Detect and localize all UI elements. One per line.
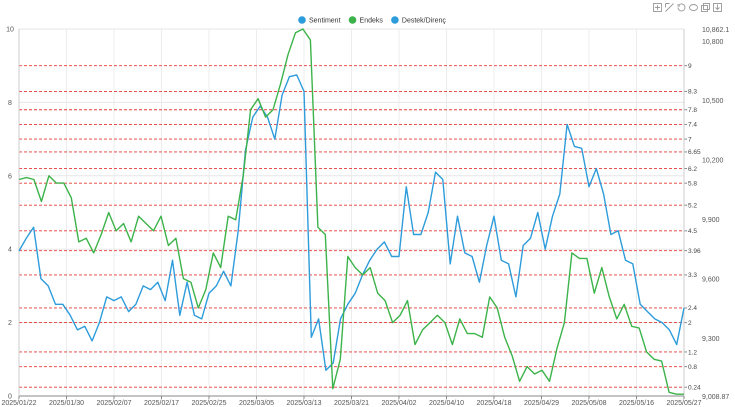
- level-label: 7.8: [688, 107, 697, 114]
- zoom-icon[interactable]: [653, 3, 662, 12]
- legend-label: Destek/Direnç: [402, 18, 446, 25]
- series-line-endeks: [18, 28, 684, 395]
- x-tick-label: 2025/01/22: [1, 400, 36, 407]
- y-right-tick-label: 10,500: [702, 98, 724, 105]
- legend-item-endeks[interactable]: Endeks: [348, 16, 384, 25]
- zoom-reset-icon[interactable]: [665, 3, 674, 12]
- x-tick-label: 2025/04/10: [429, 400, 464, 407]
- lasso-icon[interactable]: [689, 4, 698, 11]
- level-label: 7.4: [688, 122, 697, 129]
- x-tick-label: 2025/02/25: [191, 400, 226, 407]
- level-label: 3.96: [688, 248, 701, 255]
- legend-marker: [391, 16, 399, 24]
- y-left-tick-label: 4: [8, 247, 12, 254]
- y-right-tick-label: 9,300: [702, 336, 720, 343]
- save-icon[interactable]: [713, 3, 722, 12]
- x-tick-label: 2025/05/08: [571, 400, 606, 407]
- y-right-tick-label: 10,862.1: [702, 27, 729, 34]
- legend-label: Sentiment: [309, 18, 341, 25]
- series-lines: [18, 28, 685, 395]
- legend-marker: [348, 16, 357, 24]
- icon-shape: [701, 5, 708, 12]
- level-label: 7: [688, 136, 692, 143]
- level-label: 5.2: [688, 202, 697, 209]
- support-resistance-lines: 0.24 0.8 1.2 2 2.4 3.3 3.96 4.5 5.2 5.8 6.2 6.65 7 7.…: [19, 63, 701, 391]
- y-right-tick-label: 10,200: [702, 158, 724, 165]
- copy-icon[interactable]: [701, 3, 710, 12]
- x-tick-label: 2025/05/16: [619, 400, 654, 407]
- level-label: 8.3: [688, 89, 697, 96]
- level-label: 1.2: [688, 349, 697, 356]
- legend-label: Endeks: [360, 18, 384, 25]
- icon-shape: [715, 4, 720, 11]
- x-tick-label: 2025/04/29: [524, 400, 559, 407]
- icon-shape: [665, 3, 674, 12]
- icon-shape: [677, 3, 686, 12]
- level-label: 3.3: [688, 272, 697, 279]
- x-tick-label: 2025/05/27: [666, 400, 701, 407]
- axes: 2025/01/22 2025/01/30 2025/02/07 2025/02/17…: [1, 27, 729, 407]
- level-label: 0.8: [688, 364, 697, 371]
- icon-shape: [655, 5, 660, 10]
- level-label: 6.65: [688, 149, 701, 156]
- legend: Sentiment Endeks Destek/Direnç: [298, 16, 446, 25]
- y-right-tick-label: 9,600: [702, 276, 720, 283]
- restore-icon[interactable]: [677, 3, 686, 12]
- level-label: 0.24: [688, 384, 701, 391]
- y-right-tick-label: 9,900: [702, 217, 720, 224]
- x-tick-label: 2025/04/18: [476, 400, 511, 407]
- toolbox: [653, 3, 722, 12]
- level-label: 6.2: [688, 166, 697, 173]
- legend-item-destek-diren[interactable]: Destek/Direnç: [391, 16, 446, 25]
- x-tick-label: 2025/04/02: [381, 400, 416, 407]
- y-left-tick-label: 0: [8, 394, 12, 401]
- level-label: 2: [688, 320, 692, 327]
- x-tick-label: 2025/03/13: [286, 400, 321, 407]
- x-tick-label: 2025/02/07: [96, 400, 131, 407]
- y-right-tick-label: 10,800: [702, 39, 724, 46]
- y-right-tick-label: 9,008.87: [702, 394, 729, 401]
- series-line-sentiment: [18, 74, 685, 371]
- level-label: 9: [688, 63, 692, 70]
- icon-shape: [653, 3, 662, 12]
- y-left-tick-label: 10: [6, 27, 14, 34]
- icon-shape: [703, 3, 710, 10]
- x-tick-label: 2025/03/05: [239, 400, 274, 407]
- y-left-tick-label: 8: [8, 100, 12, 107]
- grid: [18, 28, 685, 397]
- x-tick-label: 2025/03/21: [334, 400, 369, 407]
- legend-marker: [298, 16, 306, 24]
- x-tick-label: 2025/02/17: [144, 400, 179, 407]
- x-tick-label: 2025/01/30: [49, 400, 84, 407]
- icon-shape: [713, 3, 722, 12]
- legend-item-sentiment[interactable]: Sentiment: [298, 16, 341, 25]
- icon-shape: [689, 4, 698, 11]
- y-left-tick-label: 2: [8, 320, 12, 327]
- level-label: 4.5: [688, 228, 697, 235]
- level-label: 2.4: [688, 305, 697, 312]
- y-left-tick-label: 6: [8, 173, 12, 180]
- level-label: 5.8: [688, 180, 697, 187]
